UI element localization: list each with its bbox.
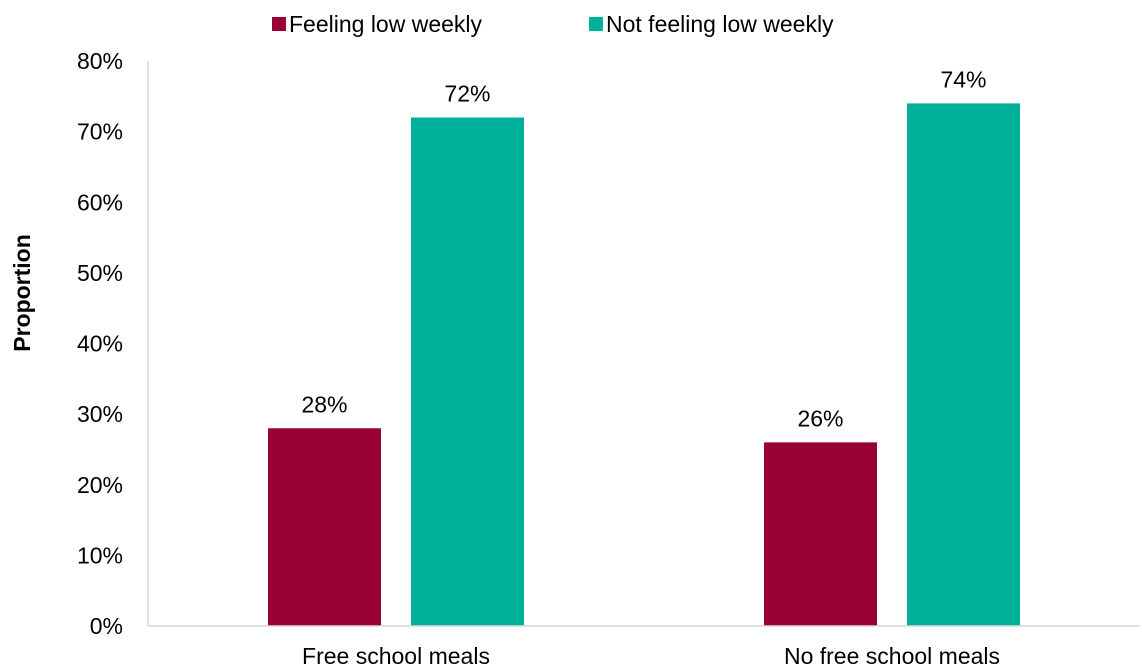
bar-not-feeling-low	[907, 103, 1020, 626]
data-labels: 28% 72% 26% 74%	[301, 66, 986, 431]
x-axis-ticks: Free school meals No free school meals	[302, 643, 1000, 669]
legend-label: Not feeling low weekly	[606, 11, 834, 37]
y-tick-label: 20%	[77, 472, 123, 498]
bar-not-feeling-low	[411, 117, 524, 626]
y-tick-label: 40%	[77, 331, 123, 357]
y-tick-label: 10%	[77, 542, 123, 568]
data-label: 74%	[940, 66, 986, 92]
data-label: 72%	[444, 81, 490, 107]
y-tick-label: 80%	[77, 48, 123, 74]
bar-feeling-low	[268, 428, 381, 626]
legend-swatch	[272, 17, 286, 31]
y-axis-title: Proportion	[9, 234, 35, 352]
y-axis-ticks: 0% 10% 20% 30% 40% 50% 60% 70% 80%	[77, 48, 123, 639]
bar-feeling-low	[764, 442, 877, 626]
legend-swatch	[589, 17, 603, 31]
legend: Feeling low weekly Not feeling low weekly	[272, 11, 834, 37]
y-tick-label: 30%	[77, 401, 123, 427]
y-tick-label: 60%	[77, 189, 123, 215]
data-label: 26%	[797, 405, 843, 431]
x-tick-label: No free school meals	[784, 643, 1000, 669]
bars	[268, 103, 1020, 626]
legend-label: Feeling low weekly	[289, 11, 483, 37]
y-tick-label: 50%	[77, 260, 123, 286]
data-label: 28%	[301, 391, 347, 417]
x-tick-label: Free school meals	[302, 643, 490, 669]
y-tick-label: 0%	[90, 613, 123, 639]
y-tick-label: 70%	[77, 119, 123, 145]
